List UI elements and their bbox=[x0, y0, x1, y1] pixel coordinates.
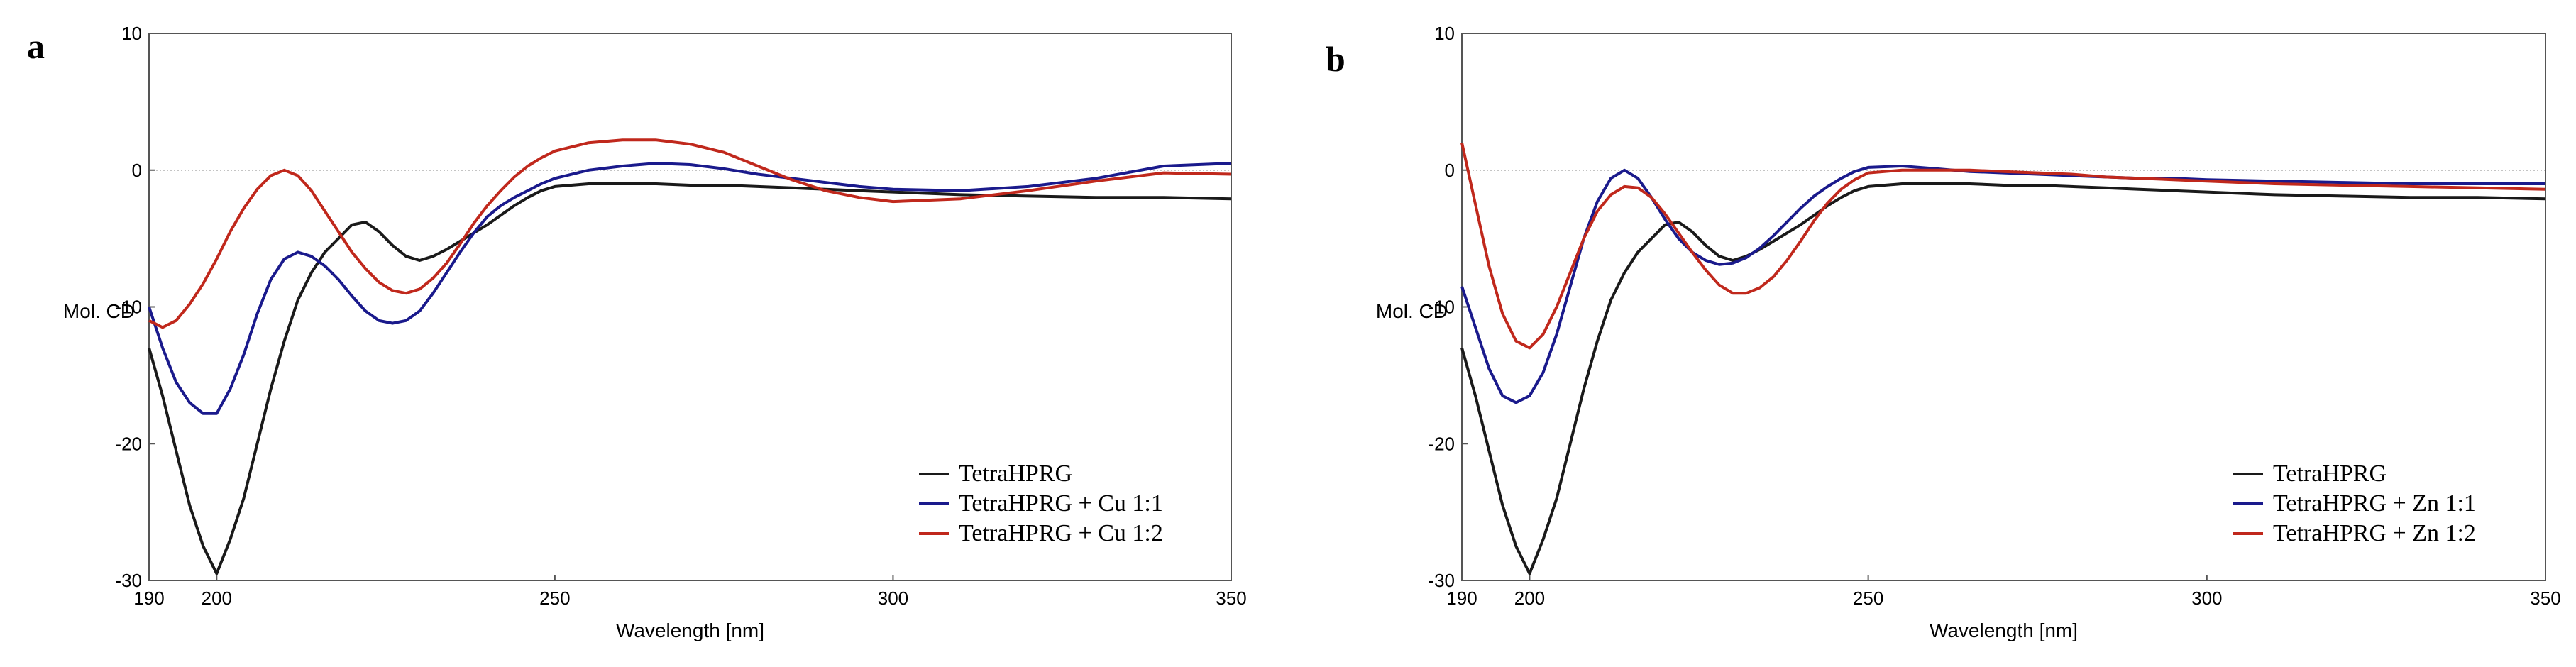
y-tick-label: 10 bbox=[1434, 23, 1455, 44]
y-axis-label: Mol. CD bbox=[63, 300, 135, 322]
x-tick-label: 190 bbox=[133, 588, 164, 609]
panel-letter: a bbox=[27, 26, 45, 66]
y-tick-label: 0 bbox=[132, 160, 142, 181]
x-tick-label: 200 bbox=[1514, 588, 1545, 609]
legend-label: TetraHPRG + Cu 1:2 bbox=[959, 520, 1163, 546]
x-tick-label: 250 bbox=[539, 588, 570, 609]
legend-label: TetraHPRG + Zn 1:1 bbox=[2273, 490, 2476, 517]
legend-label: TetraHPRG bbox=[2273, 461, 2387, 487]
x-axis-label: Wavelength [nm] bbox=[616, 619, 764, 641]
legend-label: TetraHPRG + Zn 1:2 bbox=[2273, 520, 2476, 546]
x-tick-label: 350 bbox=[2530, 588, 2560, 609]
y-tick-label: -30 bbox=[1428, 570, 1455, 591]
legend-label: TetraHPRG + Cu 1:1 bbox=[959, 490, 1163, 517]
y-tick-label: 10 bbox=[121, 23, 142, 44]
y-tick-label: 0 bbox=[1445, 160, 1455, 181]
x-axis-label: Wavelength [nm] bbox=[1930, 619, 2078, 641]
x-tick-label: 200 bbox=[202, 588, 232, 609]
series-line-1 bbox=[1460, 182, 2546, 575]
series-line-1 bbox=[148, 182, 1232, 575]
legend-label: TetraHPRG bbox=[959, 461, 1072, 487]
x-tick-label: 300 bbox=[2191, 588, 2222, 609]
x-tick-label: 250 bbox=[1853, 588, 1883, 609]
y-tick-label: -20 bbox=[115, 433, 142, 454]
y-axis-label: Mol. CD bbox=[1376, 300, 1448, 322]
series-line-3 bbox=[148, 138, 1232, 329]
y-tick-label: -10 bbox=[115, 297, 142, 318]
y-tick-label: -20 bbox=[1428, 433, 1455, 454]
x-tick-label: 350 bbox=[1216, 588, 1246, 609]
panel-letter: b bbox=[1326, 39, 1345, 79]
x-tick-label: 300 bbox=[878, 588, 908, 609]
series-line-2 bbox=[1460, 165, 2545, 404]
x-tick-label: 190 bbox=[1446, 588, 1477, 609]
series-line-2 bbox=[148, 162, 1232, 415]
series-line-3 bbox=[1460, 142, 2546, 350]
y-tick-label: -30 bbox=[115, 570, 142, 591]
y-tick-label: -10 bbox=[1428, 297, 1455, 318]
